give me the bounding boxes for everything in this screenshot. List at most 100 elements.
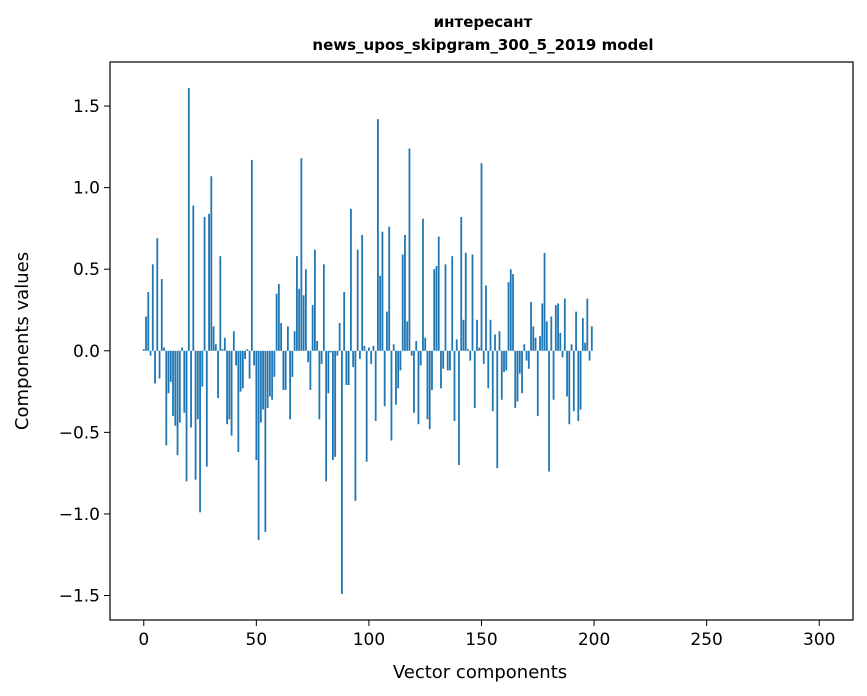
bar-component-68 (295, 256, 298, 351)
bar-component-172 (530, 301, 532, 351)
bar-component-79 (320, 350, 323, 364)
bar-component-148 (476, 319, 478, 351)
x-tick-label: 250 (690, 630, 722, 650)
bar-component-32 (214, 344, 217, 351)
bar-component-28 (205, 350, 208, 467)
bar-component-130 (435, 265, 438, 351)
bar-component-57 (271, 350, 274, 400)
bar-component-55 (266, 350, 269, 408)
bar-component-195 (581, 318, 584, 351)
bar-component-90 (345, 350, 348, 386)
bar-component-89 (343, 292, 346, 351)
bar-component-194 (579, 350, 582, 410)
bar-component-118 (408, 148, 411, 351)
bar-component-80 (322, 264, 325, 351)
bar-component-36 (223, 337, 226, 351)
bar-component-152 (485, 285, 487, 351)
bar-component-158 (498, 331, 501, 351)
bar-component-175 (536, 350, 539, 417)
bar-component-120 (413, 350, 415, 413)
bar-component-168 (521, 350, 523, 394)
bar-component-146 (471, 254, 474, 351)
bar-component-128 (431, 350, 433, 390)
bar-component-49 (253, 350, 255, 366)
x-tick-label: 100 (353, 630, 385, 650)
bar-component-114 (399, 350, 402, 371)
bar-component-83 (329, 350, 332, 353)
bar-component-78 (318, 350, 321, 420)
y-tick-label: 0.5 (73, 260, 100, 280)
bar-component-13 (172, 350, 174, 417)
bar-component-164 (512, 274, 514, 351)
bar-component-131 (437, 236, 440, 351)
bar-component-142 (462, 319, 465, 351)
bar-component-51 (257, 350, 260, 541)
bar-component-113 (397, 350, 400, 389)
bar-component-84 (332, 350, 334, 461)
bar-component-87 (338, 323, 341, 351)
bar-component-170 (525, 350, 528, 361)
bar-component-95 (356, 249, 359, 351)
bars-group (142, 88, 593, 594)
bar-component-110 (390, 350, 393, 441)
y-tick-label: 1.0 (73, 179, 100, 199)
bar-component-97 (361, 234, 364, 351)
bar-component-41 (235, 350, 237, 366)
bar-component-69 (298, 288, 301, 351)
y-tick-label: −0.5 (59, 423, 100, 443)
bar-component-31 (212, 326, 215, 351)
bar-component-196 (584, 342, 586, 351)
bar-component-181 (550, 316, 553, 351)
bar-component-3 (149, 350, 152, 356)
bar-component-149 (478, 347, 481, 351)
bar-component-105 (379, 275, 382, 351)
bar-component-115 (401, 254, 404, 351)
bar-component-107 (383, 350, 386, 407)
bar-component-22 (192, 205, 195, 351)
bar-component-46 (246, 349, 249, 351)
bar-component-129 (433, 269, 436, 351)
bar-component-178 (543, 252, 546, 351)
bar-component-23 (194, 350, 197, 480)
bar-component-27 (203, 217, 206, 351)
bar-component-182 (552, 350, 555, 400)
bar-component-86 (336, 350, 339, 356)
bar-component-162 (507, 282, 510, 351)
bar-component-4 (151, 264, 154, 351)
bar-component-190 (570, 344, 573, 351)
bar-component-56 (268, 350, 271, 397)
bar-component-25 (199, 350, 201, 513)
bar-component-47 (248, 350, 251, 379)
y-axis-ticks: −1.5 −1.0 −0.5 0.0 0.5 1.0 1.5 (59, 97, 110, 607)
bar-component-5 (154, 350, 156, 384)
y-tick-label: 0.0 (73, 342, 100, 362)
bar-component-98 (363, 345, 366, 351)
bar-component-53 (262, 350, 264, 410)
bar-component-123 (419, 350, 422, 366)
bar-component-75 (311, 305, 314, 351)
bar-component-93 (352, 350, 355, 368)
bar-component-136 (449, 350, 451, 371)
y-axis-label: Components values (12, 252, 33, 430)
bar-component-100 (368, 347, 370, 351)
bar-component-9 (163, 347, 165, 351)
bar-component-140 (458, 350, 460, 465)
bar-component-133 (442, 350, 445, 369)
x-tick-label: 150 (465, 630, 497, 650)
bar-component-193 (577, 350, 580, 421)
bar-component-62 (282, 350, 285, 390)
bar-component-59 (275, 293, 278, 351)
bar-component-139 (455, 339, 458, 351)
bar-component-112 (395, 350, 397, 405)
bar-component-21 (190, 350, 192, 428)
bar-component-34 (219, 256, 222, 351)
bar-component-29 (208, 213, 210, 351)
bar-component-184 (557, 303, 559, 351)
y-tick-label: −1.0 (59, 505, 100, 525)
bar-component-77 (316, 341, 319, 351)
x-axis-label: Vector components (393, 662, 567, 683)
bar-component-159 (500, 350, 503, 400)
bar-component-20 (187, 88, 190, 351)
chart-title: интересант (434, 13, 533, 31)
bar-component-156 (494, 334, 496, 351)
